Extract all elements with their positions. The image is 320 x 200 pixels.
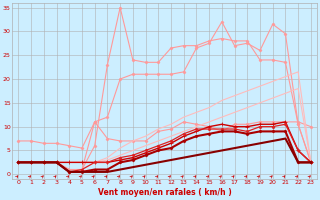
X-axis label: Vent moyen/en rafales ( km/h ): Vent moyen/en rafales ( km/h ) <box>98 188 231 197</box>
